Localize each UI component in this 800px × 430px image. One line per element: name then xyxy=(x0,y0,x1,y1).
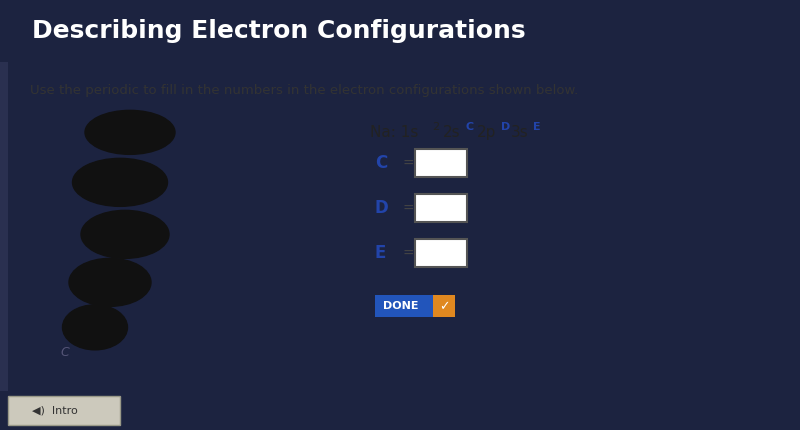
Text: C: C xyxy=(60,346,69,359)
Text: E: E xyxy=(533,123,541,132)
Text: =: = xyxy=(402,247,414,261)
Ellipse shape xyxy=(73,158,167,206)
Text: C: C xyxy=(375,154,387,172)
Text: DONE: DONE xyxy=(383,301,419,311)
Text: ✓: ✓ xyxy=(438,300,450,313)
Text: =: = xyxy=(402,157,414,171)
Text: D: D xyxy=(375,200,389,217)
Text: 2: 2 xyxy=(432,123,439,132)
Text: Use the periodic to fill in the numbers in the electron configurations shown bel: Use the periodic to fill in the numbers … xyxy=(30,84,578,97)
Text: Describing Electron Configurations: Describing Electron Configurations xyxy=(32,19,526,43)
Text: =: = xyxy=(402,203,414,216)
Text: 3s: 3s xyxy=(511,126,529,140)
FancyBboxPatch shape xyxy=(375,295,433,317)
FancyBboxPatch shape xyxy=(415,194,467,222)
Ellipse shape xyxy=(69,258,151,306)
Ellipse shape xyxy=(85,111,175,154)
Text: Na: 1s: Na: 1s xyxy=(370,126,418,140)
Text: D: D xyxy=(501,123,510,132)
Ellipse shape xyxy=(62,305,127,350)
Text: C: C xyxy=(466,123,474,132)
FancyBboxPatch shape xyxy=(415,149,467,177)
Text: ◀)  Intro: ◀) Intro xyxy=(32,405,78,416)
Text: 2p: 2p xyxy=(477,126,496,140)
FancyBboxPatch shape xyxy=(8,396,120,425)
FancyBboxPatch shape xyxy=(415,240,467,267)
FancyBboxPatch shape xyxy=(0,62,8,391)
Text: 2s: 2s xyxy=(443,126,461,140)
Ellipse shape xyxy=(81,210,169,258)
FancyBboxPatch shape xyxy=(433,295,455,317)
Text: E: E xyxy=(375,244,386,262)
